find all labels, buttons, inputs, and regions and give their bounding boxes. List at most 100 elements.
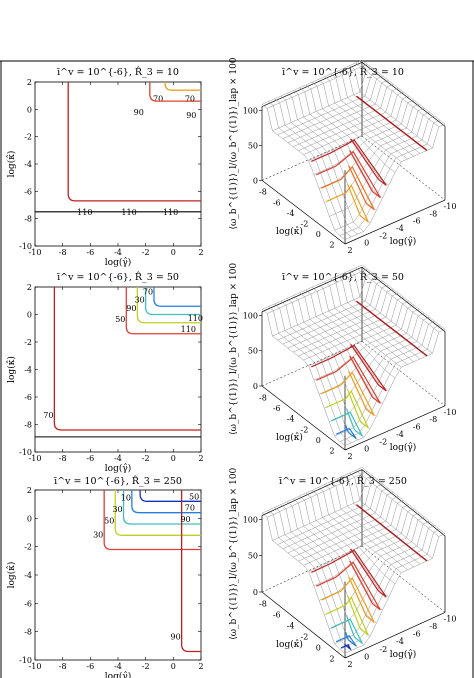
y-tick-label: -10	[19, 242, 32, 251]
contour-label: 90	[126, 304, 136, 313]
contour-label: 50	[104, 516, 114, 525]
mesh-line	[308, 504, 409, 572]
mesh-line	[313, 99, 414, 175]
x-tick-label: -8	[259, 188, 267, 197]
mesh-line	[305, 84, 389, 186]
y-tick-label: 0	[364, 652, 369, 661]
y-tick-label: -10	[444, 614, 457, 623]
y-tick-label: -2	[24, 543, 32, 552]
y-tick-label: -8	[429, 415, 437, 424]
y-tick-label: -8	[24, 628, 32, 637]
y-tick-label: 2	[347, 660, 352, 669]
z-tick-label: 0	[253, 382, 258, 391]
mesh-line	[268, 101, 352, 237]
x-tick-label: -2	[301, 220, 309, 229]
contour-line	[114, 490, 201, 536]
y-tick-label: 0	[364, 239, 369, 248]
contour-label: 70	[153, 94, 163, 103]
mesh-line	[313, 304, 414, 381]
y-tick-label: -10	[444, 408, 457, 417]
contour-line	[136, 287, 201, 324]
mesh-line	[268, 510, 352, 651]
mesh-line	[311, 82, 396, 173]
y-tick-label: -4	[24, 160, 32, 169]
x-tick-label: 2	[330, 447, 335, 456]
contour-panel-2: ī^v = 10^{-6}, R̂_3 = 50 -10 -8 -6 -4 -2 0 2 -10…	[6, 271, 204, 474]
z-tick-label: 50	[248, 141, 258, 150]
surface-contour	[326, 389, 369, 429]
panels: ī^v = 10^{-6}, R̂_3 = 10-10 -8 -6 -4 -2 0 2-10…	[6, 57, 456, 678]
y-tick-label: -4	[396, 637, 404, 646]
z-tick-label: 100	[243, 106, 258, 115]
surface-contour	[335, 631, 357, 647]
y-axis-label: log(κ̂)	[6, 356, 17, 383]
contour-line	[153, 287, 201, 307]
mesh-line	[305, 289, 389, 391]
y-tick-label: 0	[27, 514, 32, 523]
contour-label: 50	[115, 315, 125, 324]
contour-label: 70	[43, 411, 53, 420]
mesh-line	[261, 513, 346, 654]
x-tick-label: -2	[142, 454, 150, 463]
mesh-line	[344, 329, 446, 446]
surface-panel-3: ī^v = 10^{-6}, R̂_3 = 50 0 50 100 ⟨ω_b^{(1)}…	[228, 263, 456, 461]
mesh-line	[324, 281, 408, 365]
surface-contour	[335, 424, 357, 439]
mesh-line	[319, 103, 420, 189]
x-tick-label: -8	[59, 248, 67, 257]
box-edge	[261, 61, 363, 107]
contour-label: 90	[186, 111, 196, 120]
contour-label: 90	[171, 633, 181, 642]
x-tick-label: -8	[59, 454, 67, 463]
box-edge	[261, 469, 363, 516]
x-tick-label: -10	[29, 454, 42, 463]
y-tick-label: -6	[413, 217, 421, 226]
mesh-line	[313, 508, 414, 587]
surface-contour	[330, 408, 363, 437]
x-tick-label: -6	[86, 454, 94, 463]
contour-line	[53, 287, 201, 431]
panel-title: ī^v = 10^{-6}, R̂_3 = 50	[56, 271, 179, 283]
x-tick-label: -2	[301, 633, 309, 642]
contour-label: 110	[188, 314, 203, 323]
figure-border	[0, 60, 474, 678]
y-tick-label: -10	[19, 448, 32, 457]
contour-line	[67, 82, 201, 202]
z-tick-label: 50	[248, 347, 258, 356]
y-tick-label: -2	[24, 133, 32, 142]
mesh-line	[334, 525, 435, 645]
x-axis-label: log(κ̂)	[276, 432, 303, 443]
contour-line	[145, 287, 201, 316]
surface-contour	[311, 343, 387, 392]
contour-line	[125, 287, 201, 335]
y-tick-label: -4	[24, 366, 32, 375]
x-tick-label: 2	[330, 655, 335, 664]
x-tick-label: -4	[114, 248, 122, 257]
y-tick-label: -4	[396, 224, 404, 233]
x-tick-label: -6	[86, 662, 94, 671]
mesh-line	[299, 292, 383, 404]
y-tick-label: 2	[347, 246, 352, 255]
z-axis-label: ⟨ω_b^{(1)}⟩_l/⟨ω_b^{(1)}⟩_lap × 100	[228, 57, 239, 229]
z-tick-label: 100	[243, 311, 258, 320]
x-tick-label: 0	[316, 436, 321, 445]
contour-label: 110	[181, 325, 196, 334]
mesh-line	[344, 123, 446, 240]
box-edge	[361, 135, 446, 201]
contour-label: 30	[112, 505, 122, 514]
surface-contour	[356, 504, 428, 562]
contour-line	[103, 490, 201, 551]
x-tick-label: -4	[287, 415, 295, 424]
x-tick-label: -2	[142, 248, 150, 257]
y-tick-label: 2	[27, 78, 32, 87]
x-tick-label: 2	[330, 241, 335, 250]
y-axis-label: log(κ̂)	[6, 562, 17, 589]
box-edge	[344, 405, 446, 451]
mesh-line	[261, 104, 346, 240]
box-edge	[344, 199, 446, 245]
y-axis-label: log(γ̂)	[390, 649, 416, 660]
surface-contour	[321, 370, 375, 417]
contour-line	[180, 490, 201, 653]
x-tick-label: -4	[287, 622, 295, 631]
